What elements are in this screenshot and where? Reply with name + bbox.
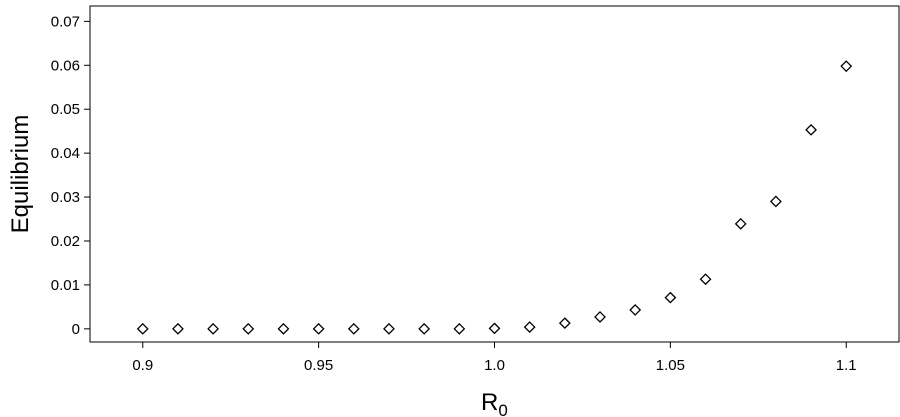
data-point (207, 322, 220, 335)
x-axis-title-subscript: 0 (498, 401, 507, 417)
y-tick-label: 0.03 (51, 189, 80, 206)
y-tick-label: 0.06 (51, 57, 80, 74)
data-point (453, 322, 466, 335)
x-axis-ticks: 0.9 0.95 1.0 1.05 1.1 (132, 342, 857, 374)
data-point (523, 321, 536, 333)
data-point (312, 322, 325, 335)
data-point (488, 322, 501, 335)
data-point (277, 322, 290, 335)
data-point (699, 273, 712, 286)
data-points (136, 60, 853, 335)
x-tick-label: 0.95 (304, 357, 333, 374)
data-point (242, 322, 255, 335)
data-point (383, 322, 395, 335)
data-point (664, 291, 677, 304)
data-point (347, 322, 360, 335)
data-point (769, 195, 782, 208)
data-point (558, 317, 571, 330)
x-tick-label: 0.9 (132, 357, 153, 374)
x-axis-title-main: R (481, 389, 498, 416)
data-point (840, 60, 853, 73)
x-tick-label: 1.0 (484, 357, 505, 374)
y-tick-label: 0.07 (51, 13, 80, 30)
plot-frame (89, 5, 900, 343)
data-point (805, 123, 817, 136)
data-point (734, 217, 747, 230)
y-tick-label: 0 (72, 321, 80, 338)
x-axis-title: R0 (481, 389, 508, 417)
data-point (418, 322, 431, 335)
y-tick-label: 0.02 (51, 233, 80, 250)
y-axis-title: Equilibrium (7, 115, 34, 234)
x-tick-label: 1.05 (656, 357, 685, 374)
x-tick-label: 1.1 (836, 357, 857, 374)
data-point (172, 322, 184, 335)
y-tick-label: 0.05 (51, 101, 80, 118)
y-tick-label: 0.04 (51, 145, 80, 162)
data-point (594, 311, 606, 323)
y-tick-label: 0.01 (51, 277, 80, 294)
data-point (629, 304, 642, 316)
data-point (136, 322, 149, 335)
y-axis-ticks: 0 0.01 0.02 0.03 0.04 0.05 0.06 0.07 (51, 13, 90, 338)
